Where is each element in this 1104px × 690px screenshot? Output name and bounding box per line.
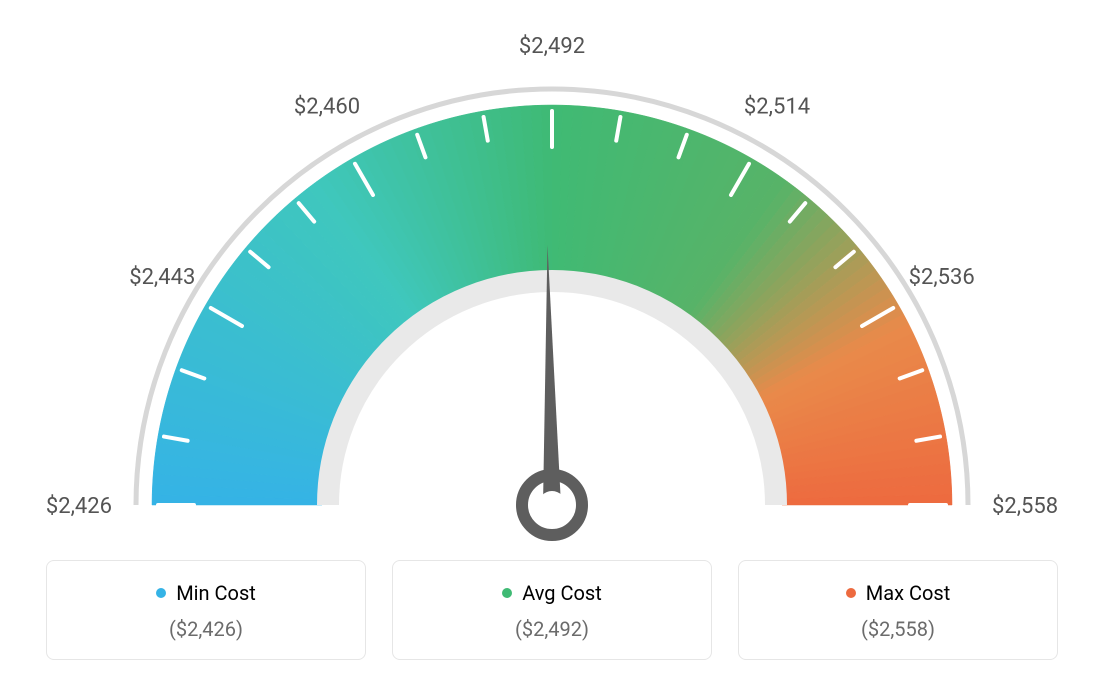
legend-card: Min Cost ($2,426) — [46, 560, 366, 660]
gauge-needle-base-inner — [538, 491, 566, 519]
legend-title: Avg Cost — [502, 581, 602, 605]
scale-label: $2,536 — [909, 265, 975, 290]
gauge-chart: $2,426 $2,443 $2,460 $2,492 $2,514 $2,536 $2,5… — [0, 0, 1104, 560]
legend-card: Max Cost ($2,558) — [738, 560, 1058, 660]
legend-title: Min Cost — [156, 581, 256, 605]
legend-label: Max Cost — [866, 581, 951, 605]
legend-dot — [502, 588, 512, 598]
scale-label: $2,492 — [519, 34, 585, 59]
legend-value: ($2,426) — [57, 617, 355, 641]
legend-title: Max Cost — [846, 581, 951, 605]
legend-value: ($2,558) — [749, 617, 1047, 641]
legend-value: ($2,492) — [403, 617, 701, 641]
scale-label: $2,426 — [46, 494, 112, 519]
legend-label: Min Cost — [176, 581, 256, 605]
legend-label: Avg Cost — [522, 581, 602, 605]
scale-label: $2,558 — [992, 494, 1058, 519]
legend-dot — [846, 588, 856, 598]
scale-label: $2,514 — [744, 94, 810, 119]
gauge-svg: $2,426 $2,443 $2,460 $2,492 $2,514 $2,536 $2,5… — [0, 0, 1104, 560]
legend-dot — [156, 588, 166, 598]
scale-label: $2,443 — [129, 265, 195, 290]
legend-row: Min Cost ($2,426) Avg Cost ($2,492) Max Cost… — [0, 560, 1104, 660]
scale-label: $2,460 — [294, 94, 360, 119]
legend-card: Avg Cost ($2,492) — [392, 560, 712, 660]
